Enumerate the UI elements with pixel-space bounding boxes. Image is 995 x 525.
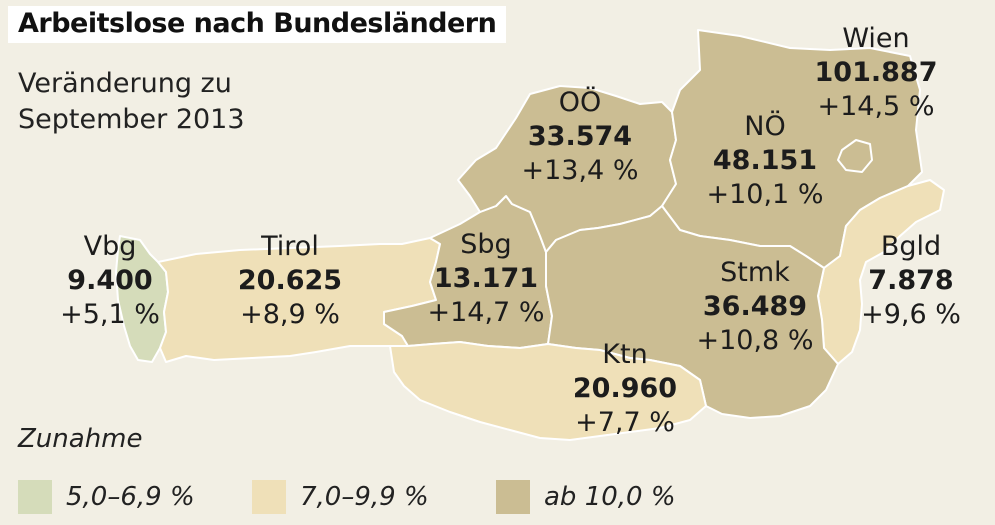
region-name: Vbg <box>83 231 137 262</box>
region-count: 20.625 <box>237 265 343 296</box>
region-change: +13,4 % <box>521 155 639 186</box>
map-title: Arbeitslose nach Bundesländern <box>8 6 507 43</box>
region-name: Ktn <box>602 339 648 370</box>
region-name: Wien <box>842 23 910 54</box>
region-shape-ktn <box>389 341 707 441</box>
region-change: +10,8 % <box>696 325 814 356</box>
region-change: +9,6 % <box>861 299 961 330</box>
subtitle-line-1: Veränderung zu <box>18 68 232 99</box>
region-count: 7.878 <box>868 265 954 296</box>
region-label-sbg: Sbg 13.171 +14,7 % <box>412 228 560 330</box>
legend-label-mid: 7,0–9,9 % <box>300 482 429 512</box>
region-count: 36.489 <box>702 291 808 322</box>
region-count: 9.400 <box>67 265 153 296</box>
region-change: +8,9 % <box>240 299 340 330</box>
region-label-vbg: Vbg 9.400 +5,1 % <box>40 230 180 332</box>
legend-swatch-mid <box>252 480 286 514</box>
legend-label-high: ab 10,0 % <box>544 482 676 512</box>
region-count: 101.887 <box>814 57 938 88</box>
region-shape-bgld <box>817 179 945 365</box>
region-label-bgld: Bgld 7.878 +9,6 % <box>846 230 976 332</box>
region-name: Stmk <box>720 257 790 288</box>
region-label-stmk: Stmk 36.489 +10,8 % <box>680 256 830 358</box>
legend-title: Zunahme <box>18 424 143 454</box>
map-subtitle: Veränderung zu September 2013 <box>18 66 245 138</box>
region-change: +5,1 % <box>60 299 160 330</box>
region-change: +7,7 % <box>575 407 675 438</box>
region-label-wien: Wien 101.887 +14,5 % <box>796 22 956 124</box>
region-label-ooe: OÖ 33.574 +13,4 % <box>506 86 654 188</box>
region-name: Sbg <box>460 229 512 260</box>
region-name: NÖ <box>744 111 786 142</box>
region-name: Bgld <box>880 231 942 262</box>
region-label-noe: NÖ 48.151 +10,1 % <box>690 110 840 212</box>
region-change: +14,7 % <box>427 297 545 328</box>
legend-label-low: 5,0–6,9 % <box>66 482 195 512</box>
subtitle-line-2: September 2013 <box>18 104 245 135</box>
region-label-tirol: Tirol 20.625 +8,9 % <box>210 230 370 332</box>
legend-item-mid: 7,0–9,9 % <box>252 480 429 514</box>
legend-item-low: 5,0–6,9 % <box>18 480 195 514</box>
region-name: OÖ <box>558 87 602 118</box>
region-count: 20.960 <box>572 373 678 404</box>
region-label-ktn: Ktn 20.960 +7,7 % <box>550 338 700 440</box>
region-count: 48.151 <box>712 145 818 176</box>
region-count: 33.574 <box>527 121 633 152</box>
region-name: Tirol <box>261 231 319 262</box>
region-shape-wien <box>837 139 873 173</box>
legend-item-high: ab 10,0 % <box>496 480 676 514</box>
region-change: +10,1 % <box>706 179 824 210</box>
legend-swatch-low <box>18 480 52 514</box>
region-count: 13.171 <box>433 263 539 294</box>
legend-swatch-high <box>496 480 530 514</box>
region-change: +14,5 % <box>817 91 935 122</box>
